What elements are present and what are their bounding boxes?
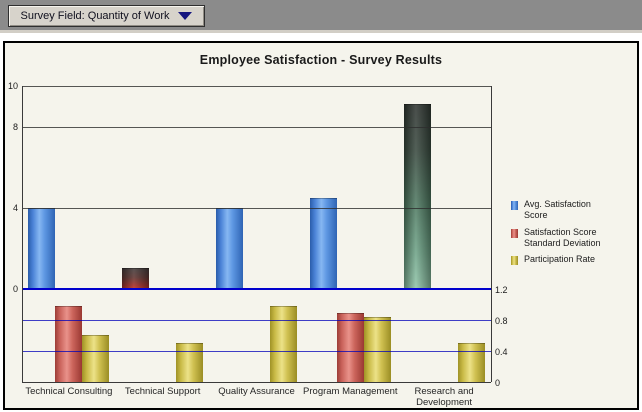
bar-blue-3 xyxy=(309,198,337,289)
x-axis-label: Research and Development xyxy=(414,386,474,409)
legend-item: Satisfaction Score Standard Deviation xyxy=(511,227,637,250)
x-axis-label: Program Management xyxy=(303,386,398,397)
plot-area: 10 8 4 0 1.2 0.8 0.4 0 Technical Consulting Techn… xyxy=(5,43,637,408)
bar-red-3 xyxy=(336,313,364,382)
bar-blue-4 xyxy=(403,104,431,289)
legend-swatch-blue xyxy=(511,201,518,210)
survey-field-dropdown[interactable]: Survey Field: Quantity of Work xyxy=(8,5,205,27)
chart-title: Employee Satisfaction - Survey Results xyxy=(199,53,443,67)
chevron-down-icon xyxy=(178,12,193,20)
y2-axis-tick: 0.8 xyxy=(495,315,508,326)
gridline-score-8 xyxy=(22,126,491,128)
y-axis-tick: 8 xyxy=(12,121,18,132)
legend-swatch-red xyxy=(511,228,518,238)
bar-yellow-2 xyxy=(270,305,297,382)
bar-blue-2 xyxy=(216,207,243,289)
toolbar: Survey Field: Quantity of Work xyxy=(0,0,642,33)
legend-label: Satisfaction Score Standard Deviation xyxy=(524,226,601,248)
y2-axis-tick: 1.2 xyxy=(495,284,508,295)
left-axis-line xyxy=(22,86,23,382)
gridline-score-4 xyxy=(22,207,491,209)
bar-blue-1 xyxy=(122,268,150,289)
gridline-rate-0.4 xyxy=(22,350,491,352)
x-axis-label: Technical Consulting xyxy=(25,386,113,397)
legend: Avg. Satisfaction Score Satisfaction Scor… xyxy=(511,199,637,270)
legend-item: Participation Rate xyxy=(511,254,637,265)
legend-label: Participation Rate xyxy=(524,254,596,264)
gridline-rate-0.8 xyxy=(22,319,491,321)
right-axis-line xyxy=(491,86,492,382)
chart-panel: Employee Satisfaction - Survey Results 1… xyxy=(3,41,639,410)
x-axis-label: Technical Support xyxy=(124,386,201,397)
legend-label: Avg. Satisfaction Score xyxy=(524,199,591,221)
bar-yellow-4 xyxy=(457,343,485,382)
legend-item: Avg. Satisfaction Score xyxy=(511,199,637,222)
x-axis-line xyxy=(22,382,491,383)
x-axis-label: Quality Assurance xyxy=(218,386,295,397)
y2-axis-tick: 0.4 xyxy=(495,346,508,357)
y-axis-tick: 10 xyxy=(7,81,18,91)
y2-axis-tick: 0 xyxy=(495,378,501,388)
y-axis-tick: 0 xyxy=(12,283,18,294)
bar-yellow-0 xyxy=(82,335,110,382)
legend-swatch-yellow xyxy=(511,256,518,265)
zero-line xyxy=(22,287,491,290)
bar-blue-0 xyxy=(28,207,56,289)
bar-yellow-1 xyxy=(176,343,204,382)
survey-field-dropdown-label: Survey Field: Quantity of Work xyxy=(20,10,170,22)
y-axis-tick: 4 xyxy=(12,202,18,213)
bar-yellow-3 xyxy=(363,317,391,382)
gridline-score-10 xyxy=(22,86,491,87)
bar-red-0 xyxy=(55,305,83,382)
